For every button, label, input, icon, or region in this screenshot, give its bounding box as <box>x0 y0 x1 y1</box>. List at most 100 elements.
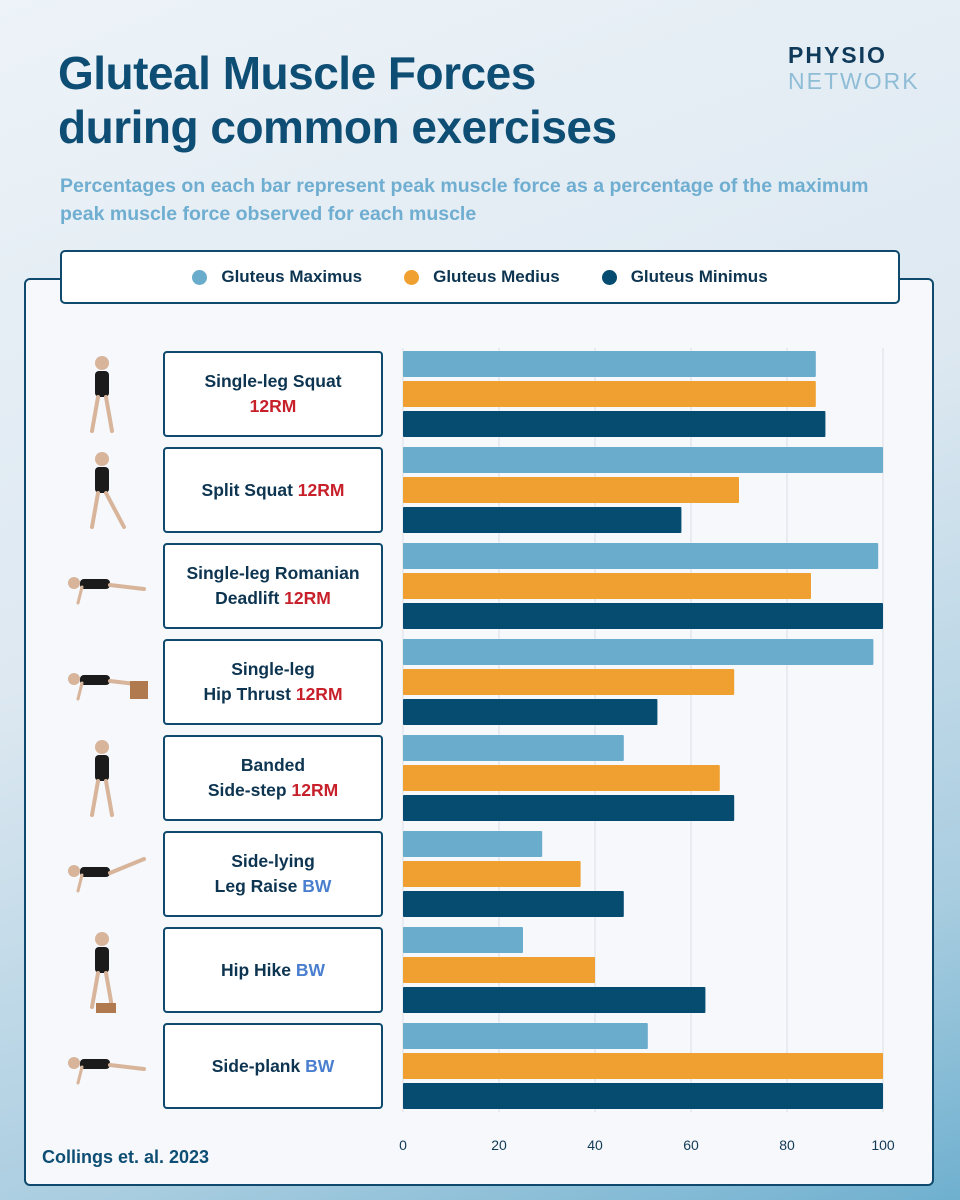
legend-item-medius: Gluteus Medius <box>404 267 560 287</box>
bar-medius <box>403 957 595 983</box>
logo-line-2: NETWORK <box>788 68 920 94</box>
exercise-name-line-2: Hip Thrust <box>203 684 291 704</box>
bar-minimus <box>403 1083 883 1109</box>
figure-arm <box>76 1065 84 1085</box>
exercise-label: Single-leg Squat 12RM <box>163 351 383 437</box>
bar-minimus <box>403 411 826 437</box>
legend-dot-maximus <box>192 269 208 285</box>
exercise-name-line-2: Leg Raise <box>214 876 298 896</box>
exercise-name-line-2: Side-step <box>207 780 287 800</box>
citation: Collings et. al. 2023 <box>42 1147 210 1167</box>
bar-maximus <box>403 639 874 665</box>
figure-leg <box>108 857 146 875</box>
physio-network-logo: PHYSIO NETWORK <box>788 42 933 94</box>
figure-arm <box>76 585 84 605</box>
figure-leg <box>90 395 100 433</box>
exercise-name-line-1: Split Squat <box>201 479 293 500</box>
exercise-figure <box>68 577 146 605</box>
exercise-name-line-2: Deadlift <box>215 588 280 608</box>
figure-leg <box>108 1063 146 1071</box>
figure-arm <box>76 681 84 701</box>
x-tick-label: 0 <box>399 1137 407 1153</box>
figure-leg <box>104 491 126 529</box>
figure-torso <box>95 371 109 397</box>
bar-minimus <box>403 795 735 821</box>
title-line-1: Gluteal Muscle Forces <box>58 47 536 99</box>
exercise-figure <box>90 452 126 529</box>
legend-label-medius: Gluteus Medius <box>433 267 560 286</box>
exercise-load: BW <box>305 1055 335 1076</box>
exercise-load: 12RM <box>284 588 331 608</box>
figure-torso <box>95 947 109 973</box>
exercise-load: BW <box>302 876 332 896</box>
exercise-name-line-1: Hip Hike <box>220 959 291 980</box>
bar-minimus <box>403 603 883 629</box>
bar-maximus <box>403 831 543 857</box>
x-tick-label: 20 <box>491 1137 507 1153</box>
exercise-label-text: Banded Side-step 12RM <box>208 753 338 803</box>
legend-item-minimus: Gluteus Minimus <box>601 267 768 287</box>
exercise-name-line-1: Single-leg Squat <box>204 371 342 391</box>
figure-leg <box>104 779 114 817</box>
figure-torso <box>80 579 110 589</box>
bar-medius <box>403 381 816 407</box>
legend-item-maximus: Gluteus Maximus <box>192 267 362 287</box>
bar-maximus <box>403 351 816 377</box>
figure-head <box>95 356 109 370</box>
exercise-label-text: Single-leg Hip Thrust 12RM <box>203 657 342 707</box>
figure-torso <box>80 867 110 877</box>
exercise-name-line-1: Side-plank <box>211 1055 301 1076</box>
exercise-label: Side-plank BW <box>163 1023 383 1109</box>
title-line-2: during common exercises <box>58 101 617 153</box>
exercise-figure <box>90 932 116 1013</box>
bar-maximus <box>403 543 879 569</box>
bar-minimus <box>403 891 624 917</box>
exercise-figure <box>90 740 114 817</box>
exercise-label-text: Single-leg Squat 12RM <box>204 369 341 419</box>
figure-leg <box>90 971 100 1009</box>
exercise-figure <box>68 1057 146 1085</box>
bar-minimus <box>403 507 682 533</box>
exercise-label-text: Side-lying Leg Raise BW <box>215 849 332 899</box>
exercise-label: Single-leg Romanian Deadlift 12RM <box>163 543 383 629</box>
x-tick-label: 100 <box>871 1137 895 1153</box>
exercise-label-text: Hip Hike BW <box>221 958 325 983</box>
bar-medius <box>403 477 739 503</box>
figure-head <box>68 673 80 685</box>
bar-minimus <box>403 987 706 1013</box>
chart-legend: Gluteus Maximus Gluteus Medius Gluteus M… <box>60 250 900 304</box>
exercise-figure <box>68 673 148 701</box>
bar-medius <box>403 669 735 695</box>
figure-leg <box>108 583 146 591</box>
exercise-load: 12RM <box>295 684 343 704</box>
exercise-name-line-1: Single-leg Romanian <box>186 563 360 583</box>
page-title: Gluteal Muscle Forces during common exer… <box>58 46 617 154</box>
bar-maximus <box>403 927 523 953</box>
exercise-label: Hip Hike BW <box>163 927 383 1013</box>
figure-leg <box>90 491 100 529</box>
legend-dot-medius <box>404 269 420 285</box>
x-tick-label: 40 <box>587 1137 603 1153</box>
exercise-load: 12RM <box>297 479 345 500</box>
exercise-name-line-1: Side-lying <box>231 851 315 871</box>
legend-label-minimus: Gluteus Minimus <box>630 267 768 286</box>
legend-dot-minimus <box>601 269 617 285</box>
bar-medius <box>403 1053 883 1079</box>
x-tick-label: 60 <box>683 1137 699 1153</box>
bar-medius <box>403 573 811 599</box>
bar-medius <box>403 861 581 887</box>
figure-torso <box>80 675 110 685</box>
exercise-label: Banded Side-step 12RM <box>163 735 383 821</box>
exercise-label: Split Squat 12RM <box>163 447 383 533</box>
logo-line-1: PHYSIO <box>788 42 887 68</box>
exercise-label-text: Single-leg Romanian Deadlift 12RM <box>186 561 359 611</box>
exercise-label-text: Split Squat 12RM <box>202 478 345 503</box>
figure-step <box>96 1003 116 1013</box>
exercise-label: Single-leg Hip Thrust 12RM <box>163 639 383 725</box>
exercise-name-line-1: Banded <box>240 755 306 775</box>
figure-head <box>95 932 109 946</box>
figure-head <box>68 865 80 877</box>
figure-torso <box>95 755 109 781</box>
exercise-figure <box>90 356 114 433</box>
